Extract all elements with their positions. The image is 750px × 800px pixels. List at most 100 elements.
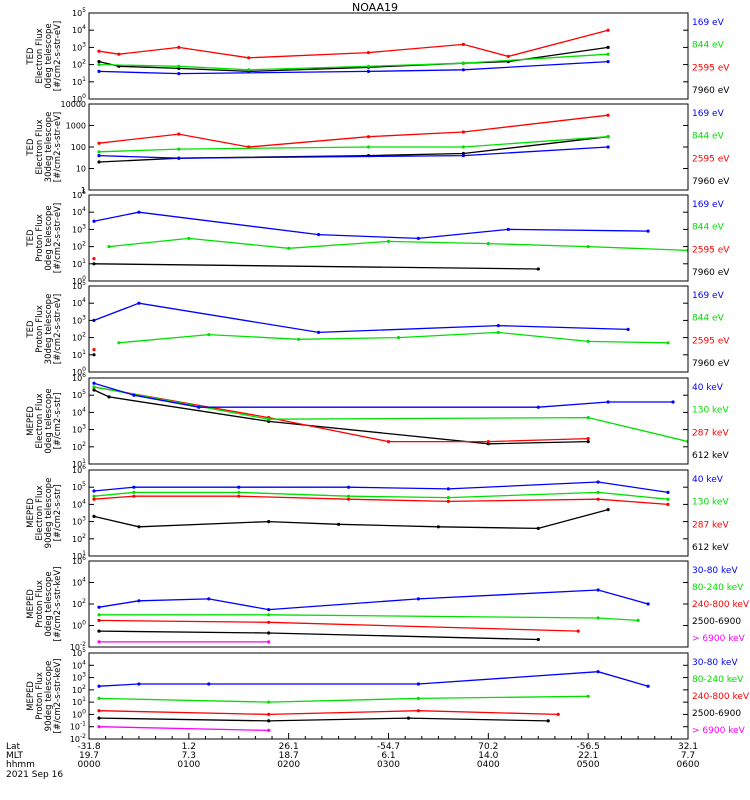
data-point-1-4-2 [177,72,181,76]
panel-frame [88,377,689,465]
legend-entry: 844 eV [692,41,725,51]
y-axis-label-line: 90deg telescope [44,478,54,549]
series-line-7-2 [98,630,539,641]
data-point-3-4-3 [317,233,321,237]
y-tick-label: 10-1 [70,721,86,732]
data-point-7-1-2 [267,640,271,644]
data-point-1-3-6 [606,52,610,56]
y-tick-label: 10 [76,165,86,174]
data-point-6-2-1 [92,497,96,501]
data-point-7-4-1 [97,613,101,617]
series-line-4-3 [118,331,669,344]
y-axis-label-line: [#/cm2-s-str-eV] [53,203,63,273]
series-line-1-3 [98,53,609,71]
y-tick-label: 104 [72,577,86,588]
series-line-2-2 [98,114,609,148]
data-point-8-1-1 [97,725,101,729]
data-point-6-3-3 [237,490,241,494]
legend-entry: 169 eV [692,109,725,119]
data-point-1-4-3 [366,69,371,73]
panel-7: 10-2 100 102 104 106 MEPED Proton Flux 0deg tel… [26,555,750,652]
data-point-2-4-1 [97,154,101,158]
data-point-6-3-7 [666,497,670,501]
y-tick-label: 100 [72,708,86,719]
data-point-3-4-6 [646,229,650,233]
data-point-4-3-1 [117,341,121,345]
data-point-4-3-2 [207,333,211,337]
date-label: 2021 Sep 16 [6,770,63,780]
data-point-6-3-1 [92,494,96,498]
legend-entry: 2500-6900 [692,617,741,627]
data-point-1-3-5 [461,61,465,65]
legend-entry: 169 eV [692,200,725,210]
data-point-7-3-3 [576,629,580,633]
data-point-3-1-2 [536,267,540,271]
panel-5: 101 102 103 104 105 106 MEPED Electron Flux 0deg… [26,372,729,469]
data-point-6-2-7 [666,502,670,506]
data-point-3-3-3 [287,246,291,250]
footer-row-label: MLT [6,751,24,761]
data-point-8-2-2 [267,719,271,723]
footer-mlt-value: 7.3 [182,751,196,761]
data-point-7-2-2 [267,631,271,635]
data-point-5-2-5 [586,437,590,441]
data-point-6-1-3 [267,520,271,524]
data-point-5-4-2 [132,393,136,397]
data-point-6-1-2 [137,525,141,529]
data-point-2-2-2 [177,132,181,136]
data-point-7-5-7 [646,602,650,606]
data-point-8-5-3 [207,682,211,686]
y-tick-label: 102 [72,441,86,452]
y-tick-label: 10000 [61,100,86,109]
footer-lat-value: -54.7 [377,742,400,752]
footer-mlt-value: 6.1 [381,751,395,761]
y-axis-label-line: MEPED [26,681,36,711]
data-point-8-2-3 [406,716,411,720]
data-point-2-4-4 [606,145,610,149]
legend-entry: 844 eV [692,223,725,233]
legend-entry: 2595 eV [692,336,730,346]
data-point-7-4-3 [596,616,600,620]
legend-entry: 612 keV [692,451,729,461]
data-point-7-4-4 [636,618,640,623]
data-point-7-3-1 [97,618,101,623]
data-point-6-3-2 [132,490,136,494]
legend-entry: 287 keV [692,428,729,438]
y-axis-label-line: [#/cm2-s-str-eV] [53,112,63,182]
panel-frame [88,560,689,648]
data-point-8-4-3 [416,696,420,701]
y-tick-label: 1 [81,186,86,195]
y-tick-label: 1000 [66,122,86,131]
data-point-1-4-1 [97,69,101,73]
y-tick-label: 102 [72,598,86,609]
series-line-8-3 [98,710,559,716]
y-axis-label-line: MEPED [26,498,36,528]
data-point-6-1-7 [606,508,610,512]
data-point-2-3-2 [177,147,181,151]
data-point-5-4-3 [197,405,201,409]
legend-entry: 80-240 keV [692,583,744,593]
data-point-6-1-5 [436,525,440,529]
data-point-3-4-4 [416,236,420,240]
data-point-7-2-1 [97,629,101,633]
data-point-6-2-3 [237,494,241,498]
figure-title: NOAA19 [352,1,398,14]
data-point-6-3-4 [347,494,351,498]
data-point-3-3-4 [386,239,391,243]
legend-entry: 240-800 keV [692,600,750,610]
data-point-6-2-4 [347,497,351,501]
data-point-6-4-1 [92,489,96,493]
y-axis-label-line: TED [26,320,36,339]
data-point-6-2-5 [446,499,450,503]
y-axis-label-line: TED [26,229,36,248]
y-tick-label: 105 [72,189,86,200]
data-point-1-4-4 [461,68,465,72]
y-tick-label: 10-2 [70,641,86,652]
data-point-2-2-5 [461,130,465,134]
footer-mlt-value: 7.7 [681,751,695,761]
y-axis-label-line: 0deg telescope [44,388,54,453]
data-point-7-5-5 [416,597,420,601]
series-line-5-4 [93,382,673,408]
data-point-1-2-7 [506,54,510,59]
